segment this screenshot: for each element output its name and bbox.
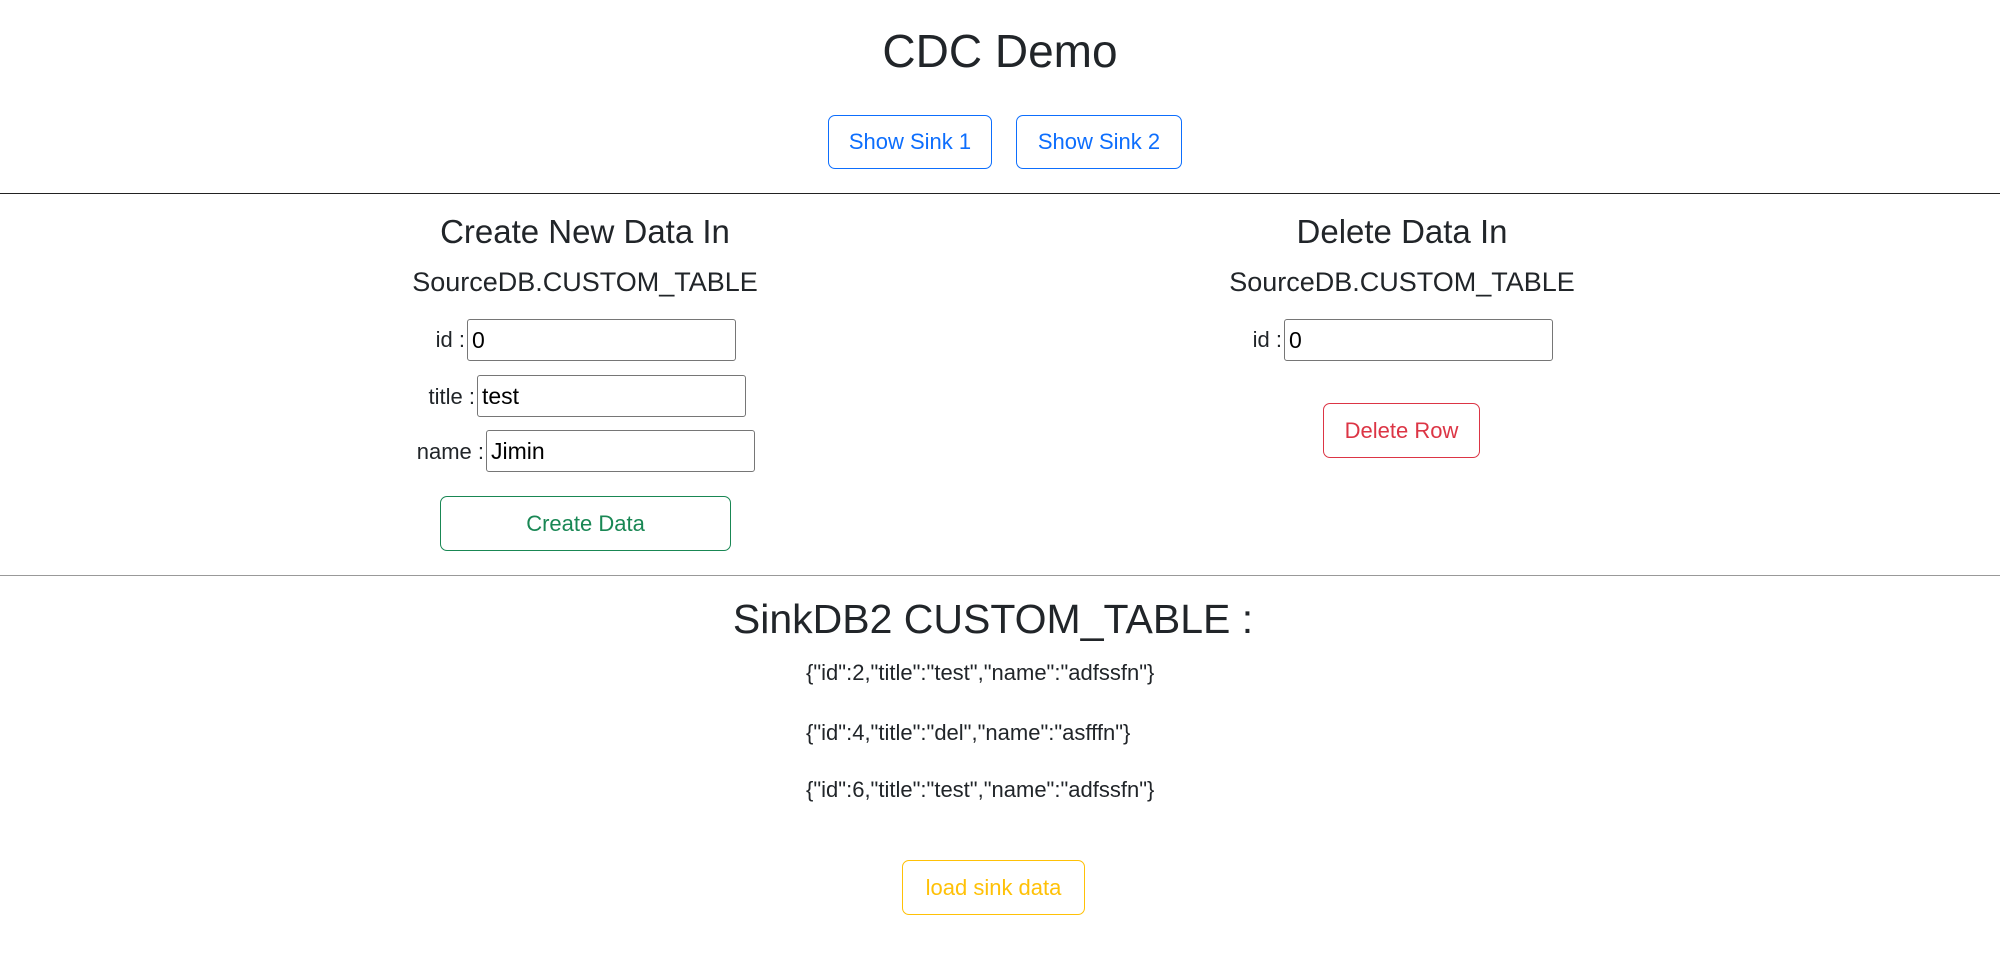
- delete-id-input[interactable]: [1284, 319, 1553, 361]
- create-table-name: SourceDB.CUSTOM_TABLE: [412, 267, 758, 297]
- delete-heading: Delete Data In: [1296, 213, 1508, 250]
- create-name-input[interactable]: [486, 430, 755, 472]
- delete-id-label: id :: [1252, 327, 1282, 352]
- load-sink-data-button[interactable]: load sink data: [902, 860, 1085, 915]
- divider: [0, 193, 2000, 194]
- title-label: title :: [428, 384, 475, 409]
- sink-row: {"id":2,"title":"test","name":"adfssfn"}: [806, 660, 1155, 685]
- name-label: name :: [416, 439, 484, 464]
- divider: [0, 575, 2000, 576]
- page-title: CDC Demo: [882, 25, 1118, 77]
- create-data-button[interactable]: Create Data: [440, 496, 731, 551]
- create-title-input[interactable]: [477, 375, 746, 417]
- id-label: id :: [435, 327, 465, 352]
- create-heading: Create New Data In: [440, 213, 730, 250]
- delete-row-button[interactable]: Delete Row: [1323, 403, 1480, 458]
- show-sink-1-button[interactable]: Show Sink 1: [828, 115, 992, 169]
- show-sink-2-button[interactable]: Show Sink 2: [1016, 115, 1182, 169]
- delete-table-name: SourceDB.CUSTOM_TABLE: [1229, 267, 1575, 297]
- sink-heading: SinkDB2 CUSTOM_TABLE :: [732, 596, 1254, 642]
- sink-row: {"id":4,"title":"del","name":"asfffn"}: [806, 720, 1131, 745]
- create-id-input[interactable]: [467, 319, 736, 361]
- sink-row: {"id":6,"title":"test","name":"adfssfn"}: [806, 777, 1155, 802]
